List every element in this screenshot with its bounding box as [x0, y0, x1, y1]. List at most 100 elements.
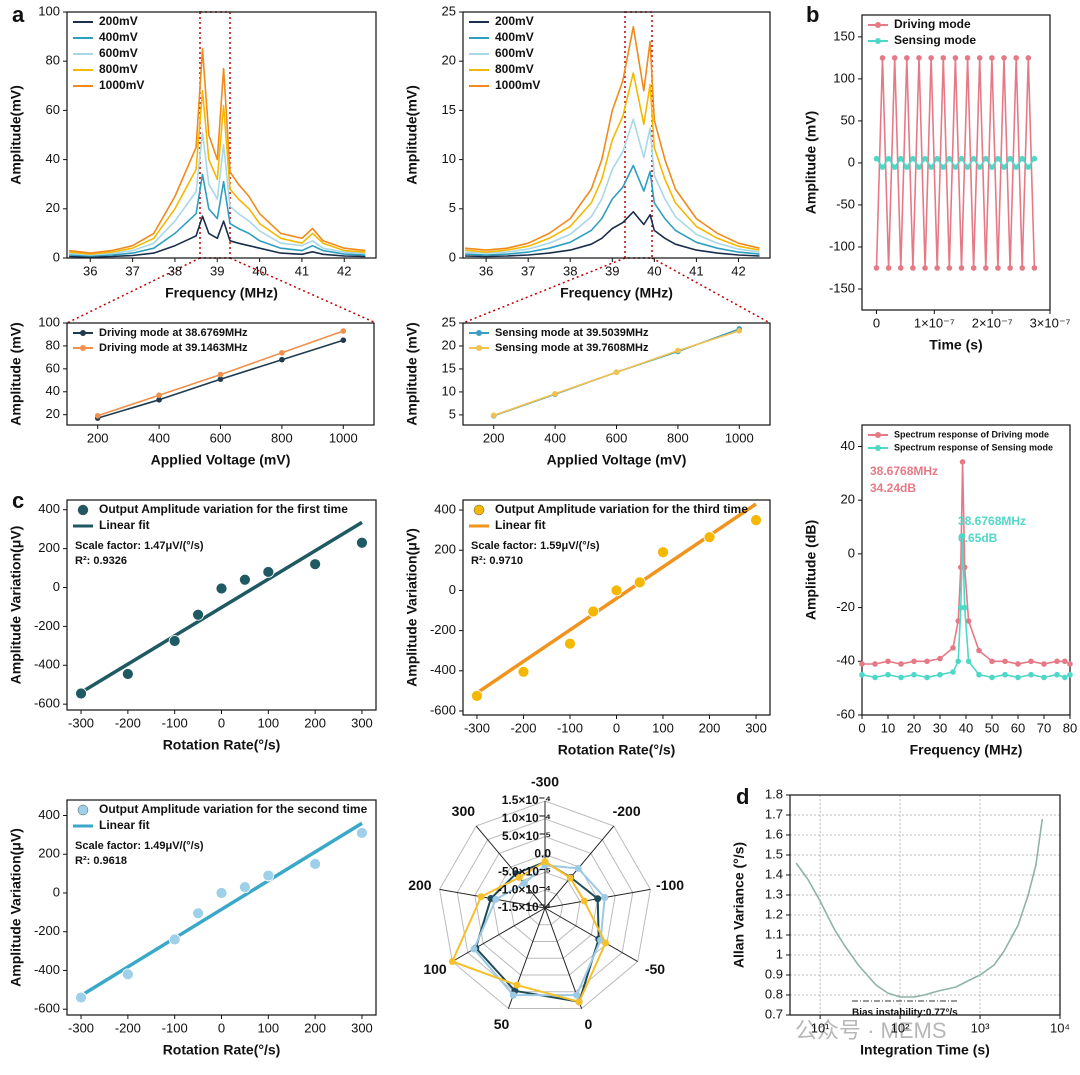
y-axis-title: Allan Variance (°/s) [731, 842, 747, 968]
data-point [1015, 674, 1021, 681]
data-point [898, 661, 904, 667]
x-tick-label: 1×10⁻⁷ [914, 315, 955, 330]
legend-label: 600mV [495, 46, 534, 60]
legend-label: Output Amplitude variation for the third… [495, 502, 748, 516]
r-tick-label: -1.5×10⁻⁴ [498, 900, 551, 914]
legend-swatch [473, 504, 485, 516]
y-tick-label: 1.3 [765, 886, 783, 901]
series-line [465, 164, 760, 256]
x-tick-label: -200 [115, 715, 141, 730]
y-tick-label: -60 [836, 706, 855, 721]
y-tick-label: 20 [46, 200, 60, 215]
data-point [873, 265, 880, 271]
data-point [982, 265, 989, 271]
data-point [910, 155, 916, 162]
legend-label: 400mV [495, 30, 534, 44]
y-axis-title: Amplitude Variation(μV) [8, 828, 24, 987]
y-tick-label: -150 [829, 280, 855, 295]
data-point [239, 881, 251, 894]
data-point [965, 618, 972, 624]
y-tick-label: 0 [449, 582, 456, 597]
x-tick-label: 39 [605, 263, 619, 278]
spoke-label: 100 [423, 961, 447, 977]
legend-label: 400mV [99, 30, 138, 44]
y-tick-label: 10 [442, 151, 456, 166]
legend-label: 200mV [99, 14, 138, 28]
y-tick-label: 15 [442, 360, 456, 375]
y-tick-label: -20 [836, 599, 855, 614]
data-point [1019, 265, 1026, 271]
data-point [959, 459, 966, 465]
annotation: R²: 0.9618 [75, 855, 127, 867]
data-point [448, 958, 456, 965]
radar-ring [474, 836, 616, 976]
data-point [340, 328, 347, 334]
y-tick-label: 0 [848, 154, 855, 169]
data-point [517, 665, 530, 678]
data-point [1025, 55, 1032, 61]
data-point [1007, 265, 1013, 271]
x-tick-label: 40 [647, 263, 661, 278]
x-tick-label: 800 [271, 430, 293, 445]
data-point [156, 392, 162, 399]
data-point [515, 873, 523, 881]
legend-label: Driving mode at 38.6769MHz [99, 327, 248, 339]
legend-label: Sensing mode at 39.5039MHz [495, 327, 649, 339]
data-point [982, 155, 989, 162]
x-tick-label: 10³ [971, 1020, 990, 1035]
x-tick-label: 600 [606, 430, 628, 445]
y-tick-label: 20 [46, 406, 60, 421]
series-line [69, 89, 366, 255]
x-axis-title: Rotation Rate(°/s) [163, 737, 281, 753]
y-tick-label: -40 [836, 653, 855, 668]
x-tick-label: 38 [168, 263, 182, 278]
legend-swatch [875, 445, 881, 451]
x-tick-label: 400 [544, 430, 566, 445]
data-point [477, 893, 485, 901]
data-point [1028, 658, 1034, 665]
x-tick-label: 800 [667, 430, 689, 445]
data-point [904, 55, 910, 61]
data-point [1025, 164, 1032, 170]
data-point [1013, 164, 1019, 170]
x-tick-label: 200 [304, 1020, 326, 1035]
panel-label: c [12, 488, 24, 513]
x-tick-label: 1000 [725, 430, 754, 445]
x-tick-label: 60 [1011, 720, 1025, 735]
annotation: 38.6768MHz [870, 464, 938, 478]
data-point [217, 371, 224, 378]
x-axis-title: Applied Voltage (mV) [151, 452, 291, 468]
x-tick-label: 41 [689, 263, 703, 278]
x-tick-label: 200 [699, 720, 721, 735]
x-tick-label: -200 [510, 720, 536, 735]
annotation: Scale factor: 1.49μV/(°/s) [75, 840, 204, 852]
data-point [574, 864, 582, 872]
data-point [958, 604, 964, 611]
data-point [897, 155, 904, 162]
data-point [1067, 661, 1073, 667]
legend-swatch [476, 345, 482, 351]
data-point [885, 658, 891, 665]
y-tick-label: 400 [38, 501, 60, 516]
radar-spoke [452, 907, 546, 962]
series-line [69, 48, 366, 254]
spoke-label: 50 [494, 1016, 510, 1032]
data-point [657, 546, 669, 559]
data-point [262, 869, 275, 882]
x-tick-label: 41 [295, 263, 309, 278]
data-point [613, 369, 620, 375]
series-line [862, 461, 1071, 665]
y-axis-title: Amplitude (mV) [8, 322, 24, 425]
x-tick-label: 100 [257, 1020, 279, 1035]
y-tick-label: -200 [34, 618, 60, 633]
data-point [970, 265, 977, 271]
annotation: Scale factor: 1.59μV/(°/s) [471, 540, 600, 552]
data-point [898, 674, 904, 681]
x-tick-label: -300 [464, 720, 490, 735]
radar-ring [439, 800, 651, 1009]
data-point [934, 155, 940, 162]
data-point [989, 658, 995, 665]
y-tick-label: -600 [34, 696, 60, 711]
spoke-label: -300 [531, 774, 559, 790]
legend-label: 1000mV [99, 78, 144, 92]
